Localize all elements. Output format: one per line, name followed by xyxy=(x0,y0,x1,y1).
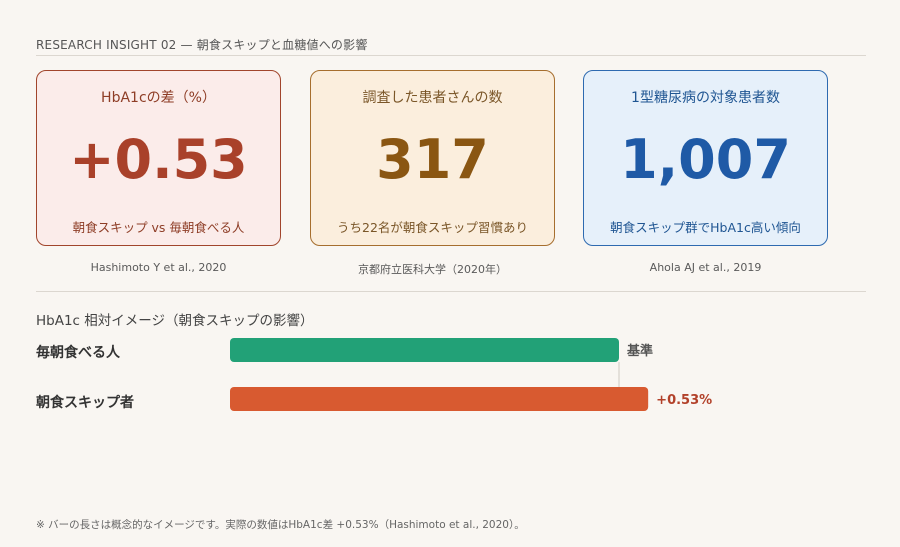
stat-card-value: 317 xyxy=(376,128,489,191)
stat-card-value: +0.53 xyxy=(69,128,248,191)
stat-card-sub: うち22名が朝食スキップ習慣あり xyxy=(337,220,528,235)
stat-card-label: 1型糖尿病の対象患者数 xyxy=(631,90,780,106)
bar-1 xyxy=(230,338,619,362)
page-header: RESEARCH INSIGHT 02 — 朝食スキップと血糖値への影響 xyxy=(36,38,368,52)
stat-card-label: HbA1cの差（%） xyxy=(101,90,216,106)
stat-card-patients: 調査した患者さんの数 317 うち22名が朝食スキップ習慣あり xyxy=(310,70,555,246)
stat-card-label: 調査した患者さんの数 xyxy=(362,90,503,106)
bar-category-label: 朝食スキップ者 xyxy=(36,395,134,411)
bar-category-label: 毎朝食べる人 xyxy=(36,345,120,361)
stat-card-source: 京都府立医科大学（2020年） xyxy=(358,263,507,276)
stat-card-sub: 朝食スキップ vs 毎朝食べる人 xyxy=(72,220,245,235)
stat-card-source: Hashimoto Y et al., 2020 xyxy=(90,261,227,274)
stat-card-sub: 朝食スキップ群でHbA1c高い傾向 xyxy=(610,220,801,235)
stat-card-type1: 1型糖尿病の対象患者数 1,007 朝食スキップ群でHbA1c高い傾向 xyxy=(583,70,828,246)
bar-value-label: +0.53% xyxy=(656,393,712,408)
bar-2 xyxy=(230,387,649,411)
footnote: ※ バーの長さは概念的なイメージです。実際の数値はHbA1c差 +0.53%（H… xyxy=(36,519,525,531)
section-divider xyxy=(36,291,866,292)
bar-value-label: 基準 xyxy=(626,343,653,359)
section-title: HbA1c 相対イメージ（朝食スキップの影響） xyxy=(36,313,314,329)
stat-card-hba1c: HbA1cの差（%） +0.53 朝食スキップ vs 毎朝食べる人 xyxy=(36,70,281,246)
stat-card-value: 1,007 xyxy=(620,128,791,191)
stat-card-source: Ahola AJ et al., 2019 xyxy=(649,261,762,274)
header-divider xyxy=(36,55,866,56)
bar-chart: 基準 +0.53% xyxy=(230,338,712,411)
